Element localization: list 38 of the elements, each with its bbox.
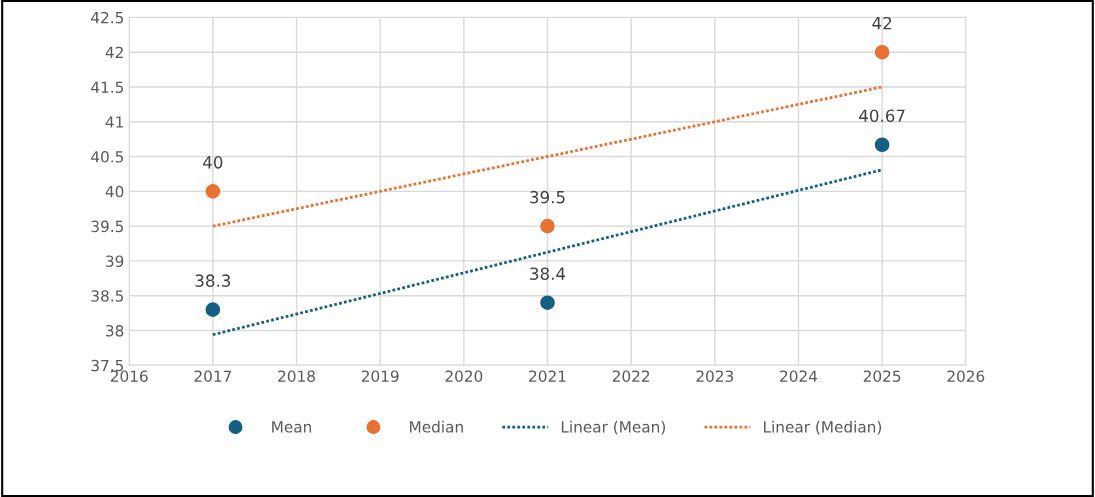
- legend-label: Mean: [272, 421, 312, 433]
- point: [540, 295, 555, 310]
- point: [874, 137, 890, 153]
- y-tick-label: 40.5: [91, 151, 124, 163]
- point: [540, 218, 555, 234]
- x-tick-label: 2019: [361, 370, 399, 382]
- data-label: 40: [203, 156, 223, 169]
- y-tick-label: 37.5: [91, 359, 124, 372]
- x-tick-label: 2018: [278, 370, 315, 382]
- x-tick-label: 2023: [696, 370, 734, 382]
- x-tick-label: 2020: [445, 370, 483, 382]
- y-tick-label: 38: [106, 324, 124, 337]
- y-tick-label: 38.5: [91, 290, 124, 302]
- point: [205, 302, 221, 317]
- y-tick-label: 42: [105, 46, 123, 58]
- x-tick-label: 2022: [612, 370, 650, 382]
- data-label: 38.4: [530, 267, 566, 280]
- x-tick-label: 2021: [529, 370, 566, 382]
- x-tick-label: 2026: [947, 370, 985, 382]
- data-label: 39.5: [530, 190, 565, 204]
- point: [205, 184, 221, 199]
- legend-label: Median: [410, 420, 463, 433]
- y-tick-label: 41: [105, 116, 123, 128]
- y-tick-label: 41.5: [91, 81, 124, 93]
- point: [874, 44, 890, 60]
- data-label: 40.67: [859, 109, 905, 123]
- x-tick-label: 2017: [194, 370, 231, 382]
- x-tick-label: 2024: [780, 370, 818, 382]
- legend-label: Linear (Median): [764, 420, 882, 435]
- legend-label: Linear (Mean): [561, 420, 665, 435]
- y-tick-label: 39.5: [91, 220, 124, 233]
- y-tick-label: 42.5: [91, 11, 124, 24]
- x-tick-label: 2016: [110, 370, 148, 382]
- y-tick-label: 40: [105, 185, 124, 198]
- y-tick-label: 39: [106, 255, 124, 267]
- x-tick-label: 2025: [863, 370, 901, 382]
- data-label: 42: [872, 16, 892, 30]
- data-label: 38.3: [195, 274, 231, 287]
